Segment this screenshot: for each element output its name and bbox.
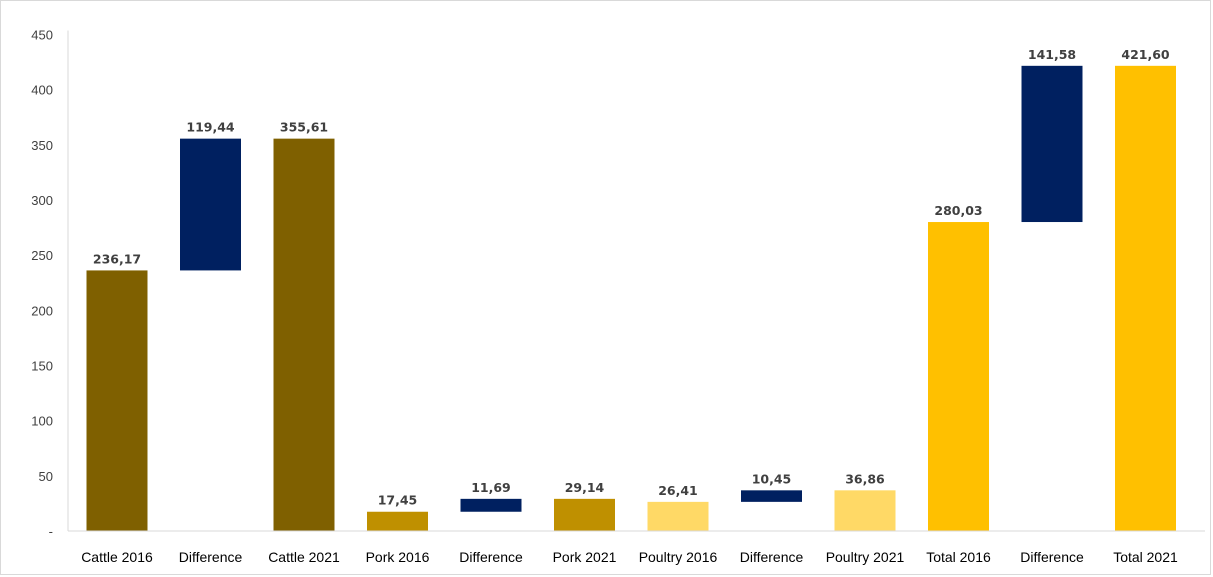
y-axis: - 50 100 150 200 250 300 350 400 450 <box>31 28 69 539</box>
category-label-2: Difference <box>179 549 243 565</box>
bar-9 <box>834 490 896 531</box>
x-axis: Cattle 2016 Difference Cattle 2021 Pork 201… <box>68 530 1205 565</box>
data-label-12: 421,60 <box>1121 47 1170 62</box>
bar-11 <box>1021 65 1083 223</box>
data-label-1: 236,17 <box>93 251 141 266</box>
bar-5 <box>460 498 522 512</box>
y-tick-label: 200 <box>31 303 53 318</box>
y-tick-label: 100 <box>31 414 53 429</box>
category-label-3: Cattle 2021 <box>268 549 340 565</box>
bar-1 <box>86 270 148 531</box>
y-tick-label: 150 <box>31 359 53 374</box>
y-tick-label: 50 <box>39 469 53 484</box>
bar-3 <box>273 138 335 532</box>
data-label-7: 26,41 <box>658 483 698 498</box>
category-label-10: Total 2016 <box>926 549 991 565</box>
bar-6 <box>554 498 615 531</box>
y-tick-label: 400 <box>31 83 53 98</box>
y-tick-label: 350 <box>31 138 53 153</box>
category-label-7: Poultry 2016 <box>639 549 718 565</box>
bars-layer <box>86 65 1176 532</box>
data-label-11: 141,58 <box>1028 47 1076 62</box>
category-label-5: Difference <box>459 549 523 565</box>
y-tick-label: 250 <box>31 248 53 263</box>
data-label-4: 17,45 <box>378 493 418 508</box>
data-label-2: 119,44 <box>186 120 235 135</box>
category-label-12: Total 2021 <box>1113 549 1178 565</box>
category-label-6: Pork 2021 <box>553 549 617 565</box>
bar-10 <box>928 222 989 531</box>
category-label-11: Difference <box>1020 549 1084 565</box>
y-tick-label: - <box>49 524 53 539</box>
y-tick-label: 450 <box>31 28 53 43</box>
data-label-9: 36,86 <box>845 471 885 486</box>
y-tick-label: 300 <box>31 193 53 208</box>
data-label-8: 10,45 <box>752 471 792 486</box>
data-label-3: 355,61 <box>280 120 328 135</box>
data-label-6: 29,14 <box>565 480 605 495</box>
bar-4 <box>367 511 428 531</box>
bar-2 <box>180 138 241 271</box>
category-label-8: Difference <box>740 549 804 565</box>
bar-7 <box>647 501 709 531</box>
category-label-1: Cattle 2016 <box>81 549 153 565</box>
bar-12 <box>1115 65 1176 532</box>
data-label-10: 280,03 <box>934 203 982 218</box>
bar-8 <box>741 490 802 502</box>
category-label-4: Pork 2016 <box>366 549 430 565</box>
data-label-5: 11,69 <box>471 480 511 495</box>
category-label-9: Poultry 2021 <box>826 549 905 565</box>
data-labels-layer: 236,17 119,44 355,61 17,45 11,69 29,14 26,41 10… <box>93 47 1170 508</box>
